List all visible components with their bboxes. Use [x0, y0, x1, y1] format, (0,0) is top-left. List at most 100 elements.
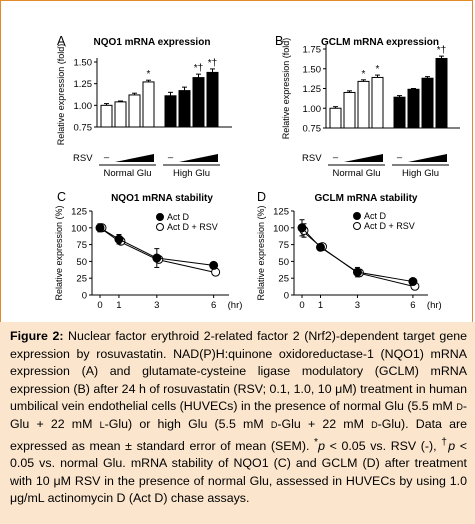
x-tick-label: 3	[154, 300, 159, 311]
series-line	[301, 227, 413, 283]
y-axis-label: Relative expression (fold)	[56, 44, 66, 146]
y-tick-label: 1.25	[303, 84, 322, 95]
legend-marker	[353, 212, 361, 220]
figure-caption: Figure 2: Nuclear factor erythroid 2-rel…	[0, 322, 475, 524]
caption-text: -Glu + 22 mM	[10, 399, 467, 431]
y-tick-label: 125	[71, 207, 87, 218]
y-tick-label: 1.00	[303, 104, 322, 115]
chart-title: GCLM mRNA expression	[321, 37, 439, 48]
x-tick-label: 0	[97, 300, 102, 311]
y-tick-label: 0.75	[303, 124, 322, 135]
bar	[329, 107, 342, 129]
significance-mark: *†	[208, 58, 217, 69]
dose-wedge	[179, 154, 218, 162]
caption-text: -Glu + 22 mM	[277, 416, 372, 431]
x-tick-label: 0	[299, 300, 304, 311]
caption-dagger: †	[441, 436, 449, 448]
data-point	[315, 242, 325, 252]
chart-title: NQO1 mRNA stability	[111, 193, 213, 204]
x-axis-unit: (hr)	[228, 300, 243, 311]
x-tick-label: 1	[116, 300, 121, 311]
y-tick-label: 1.50	[303, 64, 322, 75]
bar	[178, 90, 191, 128]
caption-p: p	[448, 438, 456, 453]
bar	[128, 94, 141, 128]
panel-letter: C	[57, 190, 66, 204]
group-label: High Glu	[173, 168, 210, 179]
bar	[393, 96, 406, 129]
bar	[371, 76, 384, 129]
caption-text: -Glu) or high Glu (5.5 mM	[104, 416, 271, 431]
y-tick-label: 0	[82, 291, 87, 302]
bar	[357, 80, 370, 129]
legend-label: Act D + RSV	[167, 222, 218, 232]
bar	[421, 77, 434, 129]
bar	[164, 95, 177, 128]
treatment-level: –	[397, 152, 403, 163]
treatment-level: –	[333, 152, 339, 163]
legend-marker	[353, 222, 361, 230]
caption-smallcaps: l	[99, 416, 105, 431]
chart-title: NQO1 mRNA expression	[94, 37, 211, 48]
figure-svg: A NQO1 mRNA expression 0.75 1.00 1.25 1.50 Rel…	[54, 34, 460, 311]
panel-letter: B	[275, 34, 283, 48]
significance-mark: *	[147, 69, 151, 80]
data-point	[352, 267, 362, 277]
significance-mark: *†	[437, 45, 446, 56]
bar	[114, 101, 127, 128]
group-label: Normal Glu	[332, 168, 380, 179]
caption-label: Figure 2:	[10, 329, 64, 343]
y-tick-label: 1.75	[303, 45, 322, 56]
y-tick-label: 50	[278, 257, 289, 268]
y-tick-label: 0	[284, 291, 289, 302]
x-tick-label: 3	[355, 300, 360, 311]
bar	[407, 88, 420, 129]
y-axis-label: Relative expression (%)	[54, 205, 64, 300]
treatment-level: –	[104, 152, 110, 163]
legend-marker	[156, 223, 164, 231]
caption-smallcaps: d	[270, 416, 278, 431]
dose-wedge	[115, 154, 154, 162]
significance-mark: *	[376, 64, 380, 75]
data-point	[95, 223, 105, 233]
caption-smallcaps: d	[456, 399, 463, 414]
series-line	[99, 227, 214, 273]
bar	[100, 104, 113, 128]
y-tick-label: 25	[278, 274, 289, 285]
treatment-label: RSV	[302, 153, 322, 164]
data-point	[408, 277, 418, 287]
y-tick-label: 100	[273, 223, 289, 234]
treatment-label: RSV	[73, 153, 93, 164]
y-tick-label: 75	[76, 240, 87, 251]
y-tick-label: 100	[71, 223, 87, 234]
y-tick-label: 1.50	[74, 58, 93, 69]
x-tick-label: 6	[211, 300, 216, 311]
y-tick-label: 0.75	[74, 123, 93, 134]
figure-panels: A NQO1 mRNA expression 0.75 1.00 1.25 1.50 Rel…	[2, 2, 473, 320]
caption-p: p	[318, 438, 325, 453]
y-tick-label: 1.00	[74, 101, 93, 112]
significance-mark: *	[362, 69, 366, 80]
caption-smallcaps: d	[371, 416, 378, 431]
x-tick-label: 6	[410, 300, 415, 311]
data-point	[152, 253, 162, 263]
series-line	[99, 227, 214, 266]
legend-label: Act D	[167, 212, 190, 222]
caption-text: < 0.05 vs. RSV (-),	[324, 438, 442, 453]
data-point	[114, 234, 124, 244]
x-tick-label: 1	[318, 300, 323, 311]
y-tick-label: 125	[273, 207, 289, 218]
panel-letter: A	[57, 34, 66, 48]
bar	[206, 71, 219, 128]
y-tick-label: 75	[278, 240, 289, 251]
data-point	[297, 223, 307, 233]
significance-mark: *†	[194, 63, 203, 74]
group-label: Normal Glu	[103, 168, 151, 179]
data-point	[209, 260, 219, 270]
bar	[142, 81, 155, 128]
x-axis-unit: (hr)	[427, 300, 442, 311]
series-line	[301, 230, 414, 287]
y-tick-label: 50	[76, 257, 87, 268]
panel-letter: D	[257, 190, 266, 204]
bar	[435, 57, 448, 129]
